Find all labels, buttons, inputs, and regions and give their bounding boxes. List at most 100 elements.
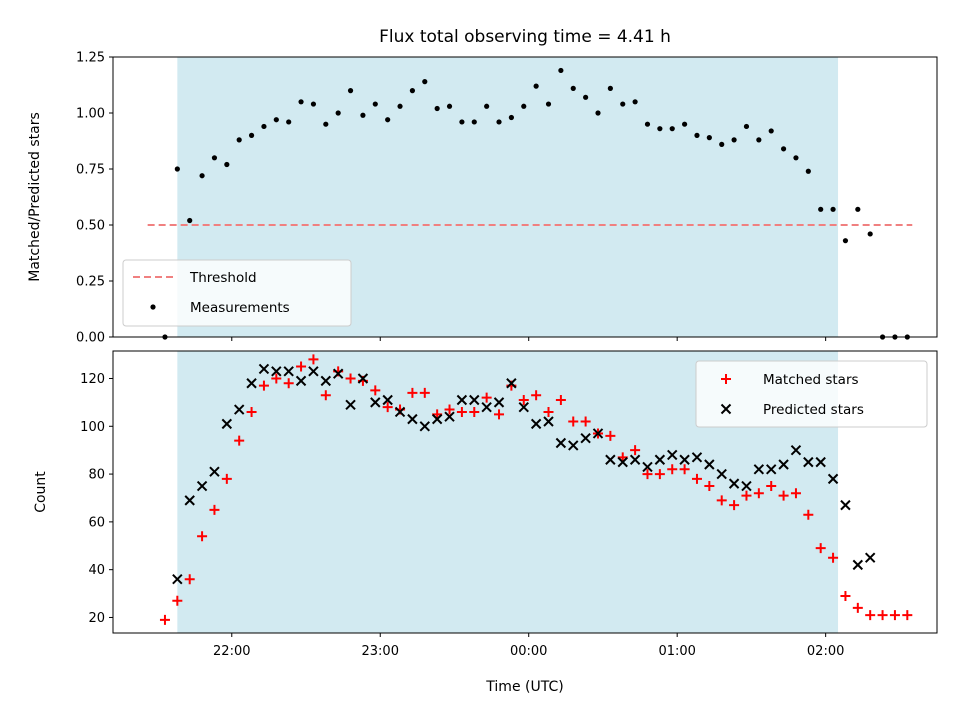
matched-star-point: [580, 416, 591, 427]
matched-star-point: [419, 387, 430, 398]
matched-star-point: [630, 445, 641, 456]
top-y-ticks: 0.00 0.25 0.50 0.75 1.00 1.25: [76, 51, 113, 346]
legend-box: [122, 259, 352, 327]
predicted-star-point: [864, 552, 876, 563]
x-axis-label: Time (UTC): [485, 679, 563, 695]
matched-star-point: [494, 409, 505, 420]
predicted-star-point: [530, 418, 542, 430]
predicted-star-point: [629, 454, 641, 465]
matched-star-point: [518, 394, 529, 405]
measurement-point: [570, 85, 576, 91]
measurement-point: [644, 121, 651, 127]
predicted-star-point: [803, 456, 814, 468]
predicted-star-point: [295, 375, 307, 387]
matched-star-point: [444, 404, 455, 415]
matched-star-point: [654, 469, 665, 480]
predicted-star-point: [506, 378, 517, 389]
measurement-point: [409, 88, 416, 94]
measurement-point: [385, 117, 391, 123]
matched-star-point: [197, 531, 208, 542]
bottom-y-ticks: 20 40 60 80 100 120: [80, 372, 113, 626]
matched-star-point: [667, 464, 678, 475]
predicted-star-point: [667, 449, 678, 461]
legend-predicted-swatch: [720, 403, 732, 415]
matched-star-point: [159, 614, 170, 625]
measurement-point: [335, 110, 341, 116]
predicted-star-point: [493, 397, 505, 408]
measurement-point: [731, 137, 737, 143]
matched-star-point: [617, 452, 628, 463]
legend-measurements-swatch: [150, 304, 156, 310]
matched-star-point: [271, 373, 282, 384]
matched-star-point: [766, 481, 777, 492]
measurement-point: [793, 155, 799, 161]
measurement-point: [657, 126, 663, 132]
y-tick-label: 60: [88, 515, 105, 530]
predicted-star-point: [766, 464, 777, 475]
measurement-point: [372, 101, 378, 107]
matched-star-point: [840, 590, 851, 601]
predicted-star-point: [481, 401, 492, 413]
top-legend: Threshold Measurements: [122, 259, 352, 327]
matched-star-point: [172, 595, 183, 606]
predicted-star-point: [246, 378, 257, 389]
measurement-point: [434, 105, 440, 112]
predicted-star-point: [345, 399, 356, 410]
predicted-star-point: [555, 437, 567, 449]
matched-star-point: [679, 464, 690, 475]
measurement-point: [694, 132, 700, 138]
y-tick-label: 0.50: [76, 219, 105, 234]
predicted-star-point: [778, 459, 789, 470]
measurement-point: [632, 99, 638, 105]
matched-star-point: [543, 406, 554, 417]
matched-star-point: [456, 406, 467, 417]
matched-star-point: [889, 610, 900, 621]
predicted-star-point: [728, 478, 740, 489]
measurement-point: [484, 103, 490, 109]
measurement-point: [211, 155, 218, 161]
legend-measurements-label: Measurements: [190, 300, 290, 316]
predicted-star-point: [370, 397, 381, 408]
measurement-point: [805, 168, 811, 174]
bottom-axes-frame: [112, 350, 938, 634]
measurement-point: [174, 166, 180, 172]
matched-star-point: [407, 387, 418, 398]
predicted-star-point: [308, 366, 319, 377]
matched-star-point: [320, 390, 331, 401]
predicted-star-point: [233, 404, 245, 415]
matched-star-point: [865, 610, 876, 621]
measurement-point: [545, 101, 552, 107]
predicted-star-point: [357, 373, 369, 384]
bottom-x-ticks: 22:00 23:00 00:00 01:00 02:00: [213, 633, 844, 659]
matched-star-point: [642, 469, 653, 480]
predicted-star-point: [444, 411, 455, 422]
predicted-star-point: [592, 428, 604, 439]
measurement-point: [286, 119, 292, 125]
count-points: [159, 354, 913, 625]
matched-star-point: [704, 481, 715, 492]
matched-star-point: [345, 373, 356, 384]
measurement-point: [595, 110, 601, 116]
predicted-star-point: [815, 456, 826, 468]
measurement-point: [855, 206, 861, 212]
measurement-point: [842, 238, 849, 244]
measurement-point: [310, 101, 317, 107]
measurement-point: [224, 161, 230, 168]
predicted-star-point: [617, 456, 628, 468]
matched-star-point: [815, 543, 826, 554]
measurement-point: [446, 103, 453, 109]
y-tick-label: 0.00: [76, 331, 105, 346]
predicted-star-point: [172, 574, 183, 585]
legend-matched-swatch: [721, 374, 731, 384]
measurement-point: [533, 83, 539, 89]
predicted-star-point: [469, 394, 480, 406]
matched-star-point: [691, 473, 702, 484]
measurement-points: [162, 67, 910, 340]
matched-star-point: [221, 473, 232, 484]
measurement-point: [521, 103, 527, 109]
measurement-point: [620, 101, 626, 107]
matched-star-point: [877, 610, 888, 621]
predicted-star-point: [741, 480, 752, 492]
measurement-point: [719, 141, 725, 147]
